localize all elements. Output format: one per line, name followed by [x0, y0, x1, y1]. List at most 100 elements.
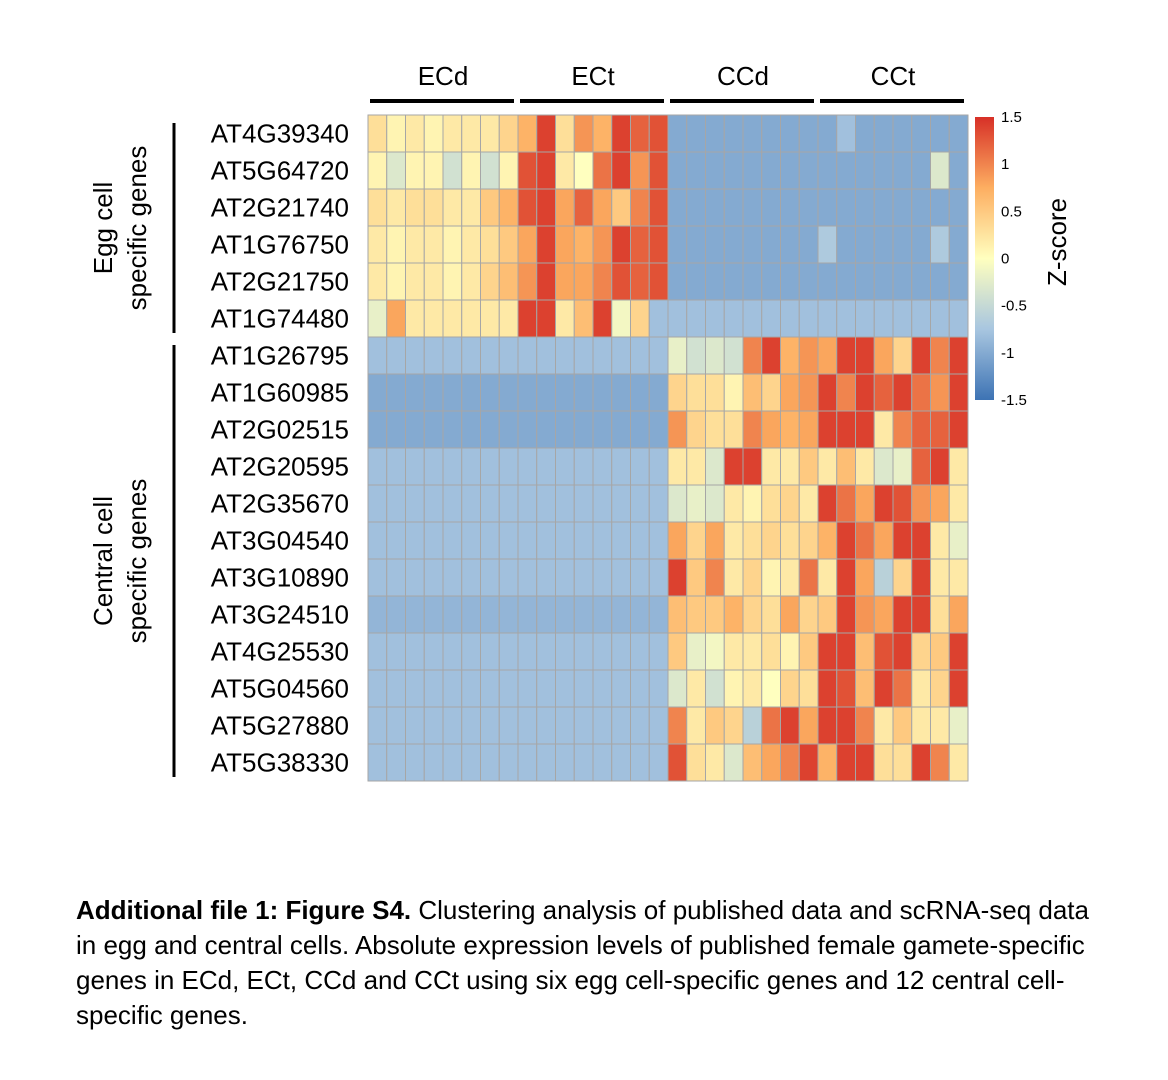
heatmap-cell: [367, 410, 388, 449]
heatmap-cell: [573, 558, 594, 597]
colorbar-ramp: [975, 117, 994, 400]
heatmap-cell: [611, 632, 631, 671]
heatmap-cell: [723, 484, 744, 523]
heatmap-cell: [761, 373, 781, 412]
heatmap-cell: [611, 151, 631, 190]
heatmap-cell: [723, 299, 744, 338]
heatmap-cell: [780, 151, 800, 190]
heatmap-cell: [911, 336, 931, 375]
heatmap-cell: [405, 151, 425, 190]
heatmap-cell: [442, 521, 463, 560]
heatmap-cell: [911, 410, 931, 449]
heatmap-cell: [686, 706, 706, 745]
heatmap-cell: [592, 706, 613, 745]
heatmap-cell: [461, 410, 481, 449]
heatmap-cell: [517, 151, 538, 190]
heatmap-cell: [630, 188, 650, 227]
heatmap-cell: [836, 669, 856, 708]
heatmap-cell: [498, 410, 519, 449]
heatmap-cell: [461, 262, 481, 301]
heatmap-cell: [930, 262, 950, 301]
heatmap-cell: [480, 114, 500, 153]
heatmap-cell: [405, 262, 425, 301]
heatmap-cell: [573, 299, 594, 338]
heatmap-cell: [648, 595, 669, 634]
heatmap-cell: [836, 373, 856, 412]
heatmap-cell: [573, 706, 594, 745]
heatmap-cell: [686, 558, 706, 597]
heatmap-cell: [836, 558, 856, 597]
heatmap-cell: [423, 225, 444, 264]
heatmap-cell: [498, 632, 519, 671]
heatmap-cell: [761, 336, 781, 375]
heatmap-cell: [911, 299, 931, 338]
heatmap-cell: [555, 114, 575, 153]
heatmap-cell: [798, 558, 819, 597]
heatmap-cell: [442, 595, 463, 634]
heatmap-cell: [817, 669, 838, 708]
heatmap-cell: [423, 669, 444, 708]
heatmap-cell: [892, 521, 913, 560]
heatmap-cell: [592, 410, 613, 449]
heatmap-cell: [648, 447, 669, 486]
caption-text: Clustering analysis of published data an…: [76, 895, 1089, 1030]
heatmap-cell: [798, 188, 819, 227]
column-group-label: CCd: [717, 61, 769, 91]
gene-label: AT2G35670: [211, 489, 349, 519]
heatmap-cell: [461, 151, 481, 190]
column-group-label: ECd: [418, 61, 469, 91]
heatmap-cell: [742, 669, 763, 708]
heatmap-cell: [630, 373, 650, 412]
heatmap-cell: [855, 151, 875, 190]
heatmap-cell: [611, 558, 631, 597]
heatmap-cell: [667, 299, 688, 338]
heatmap-cell: [648, 558, 669, 597]
heatmap-cell: [461, 558, 481, 597]
heatmap-cell: [498, 521, 519, 560]
heatmap-cell: [742, 447, 763, 486]
heatmap-cell: [930, 632, 950, 671]
heatmap-cell: [780, 188, 800, 227]
heatmap-cell: [836, 743, 856, 782]
heatmap-cell: [405, 114, 425, 153]
heatmap-cell: [723, 521, 744, 560]
heatmap-cell: [405, 373, 425, 412]
heatmap-cell: [761, 669, 781, 708]
heatmap-cell: [930, 410, 950, 449]
heatmap-cell: [386, 743, 406, 782]
heatmap-cell: [423, 410, 444, 449]
heatmap-cell: [855, 558, 875, 597]
heatmap-cell: [686, 743, 706, 782]
heatmap-cell: [442, 151, 463, 190]
colorbar-tick-label: -1.5: [1001, 392, 1027, 409]
heatmap-cell: [367, 595, 388, 634]
heatmap-cell: [611, 743, 631, 782]
heatmap-cell: [723, 595, 744, 634]
heatmap-cell: [592, 336, 613, 375]
heatmap-cell: [498, 336, 519, 375]
heatmap-cell: [573, 336, 594, 375]
heatmap-cell: [630, 336, 650, 375]
heatmap-cell: [423, 114, 444, 153]
heatmap-cell: [423, 373, 444, 412]
heatmap-cell: [480, 188, 500, 227]
heatmap-cell: [817, 706, 838, 745]
heatmap-cell: [592, 262, 613, 301]
heatmap-cell: [423, 336, 444, 375]
heatmap-cell: [855, 484, 875, 523]
heatmap-cell: [461, 632, 481, 671]
heatmap-cell: [836, 225, 856, 264]
heatmap-cell: [855, 299, 875, 338]
heatmap-cell: [517, 669, 538, 708]
heatmap-cell: [817, 558, 838, 597]
heatmap-cell: [686, 521, 706, 560]
heatmap-cell: [798, 336, 819, 375]
heatmap-cell: [573, 225, 594, 264]
heatmap-cell: [480, 262, 500, 301]
heatmap-cell: [442, 114, 463, 153]
heatmap-cell: [536, 484, 556, 523]
heatmap-cell: [873, 410, 894, 449]
heatmap-cell: [686, 336, 706, 375]
heatmap-cell: [948, 262, 969, 301]
heatmap-cell: [386, 669, 406, 708]
